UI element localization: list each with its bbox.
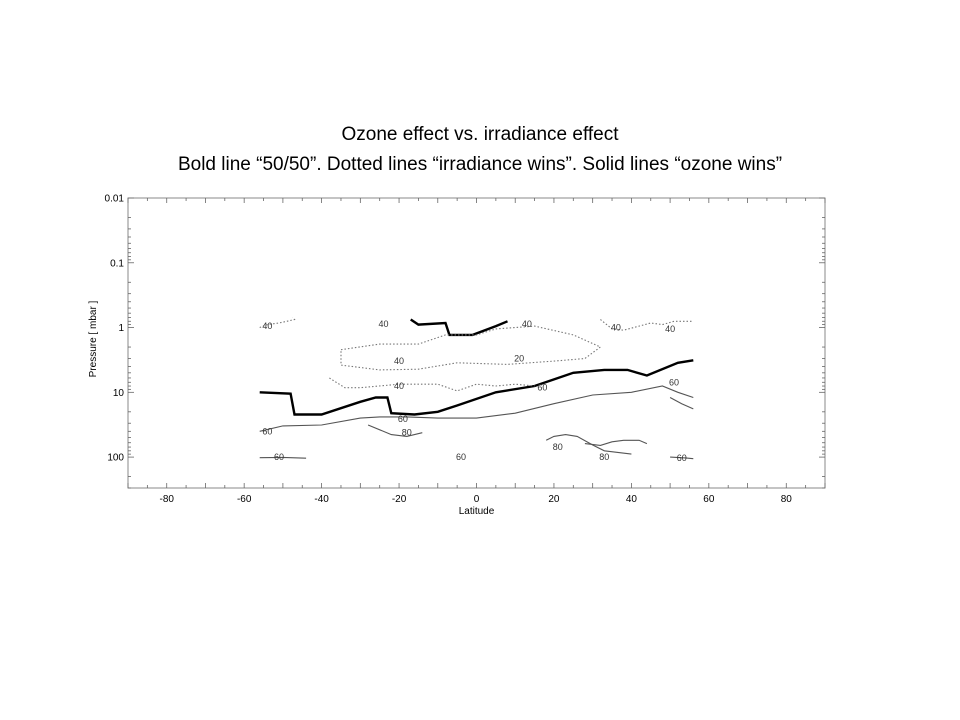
dotted-contour-line (259, 317, 296, 329)
y-axis-title: Pressure [ mbar ] (88, 300, 99, 377)
x-tick-label: 60 (703, 494, 715, 505)
contour-label: 60 (456, 452, 466, 462)
contour-label: 60 (537, 383, 547, 393)
x-tick-label: 40 (626, 494, 638, 505)
chart-subtitle: Bold line “50/50”. Dotted lines “irradia… (177, 154, 783, 175)
dotted-contour-line (340, 325, 602, 371)
contour-label: 40 (262, 321, 272, 331)
contour-label: 40 (665, 324, 675, 334)
contour-label: 60 (262, 426, 272, 436)
contour-label: 80 (599, 452, 609, 462)
contour-label: 40 (394, 356, 404, 366)
contour-label: 60 (677, 453, 687, 463)
y-tick-label: 1 (118, 323, 124, 334)
solid-contour-line (545, 434, 632, 455)
contour-label: 40 (611, 323, 621, 333)
y-tick-label: 0.1 (110, 258, 124, 269)
solid-contour-line (584, 439, 648, 446)
y-tick-label: 10 (113, 388, 125, 399)
contour-label: 60 (669, 377, 679, 387)
plot-frame (127, 197, 826, 489)
chart-title: Ozone effect vs. irradiance effect (341, 124, 619, 145)
solid-contour-line (670, 456, 694, 460)
x-tick-label: -80 (159, 494, 174, 505)
x-tick-label: -60 (237, 494, 252, 505)
contour-label: 40 (379, 319, 389, 329)
contour-label: 40 (522, 319, 532, 329)
solid-contour-line (259, 385, 694, 432)
contour-label: 60 (274, 452, 284, 462)
bold-contour-line (410, 318, 508, 337)
x-tick-label: 80 (781, 494, 793, 505)
y-tick-label: 0.01 (105, 194, 125, 205)
x-tick-label: -20 (392, 494, 407, 505)
contour-label: 80 (402, 428, 412, 438)
contour-label: 80 (553, 442, 563, 452)
x-tick-label: 0 (474, 494, 480, 505)
x-tick-label: -40 (314, 494, 329, 505)
solid-contour-line (259, 456, 307, 459)
x-tick-label: 20 (548, 494, 560, 505)
contour-label: 60 (398, 414, 408, 424)
dotted-contour-line (329, 377, 535, 392)
solid-contour-line (367, 424, 423, 437)
solid-contour-line (669, 397, 694, 410)
contour-label: 20 (514, 353, 524, 363)
contour-label: 40 (394, 381, 404, 391)
x-axis-title: Latitude (459, 506, 495, 517)
bold-contour-line (259, 359, 694, 416)
y-tick-label: 100 (107, 453, 124, 464)
